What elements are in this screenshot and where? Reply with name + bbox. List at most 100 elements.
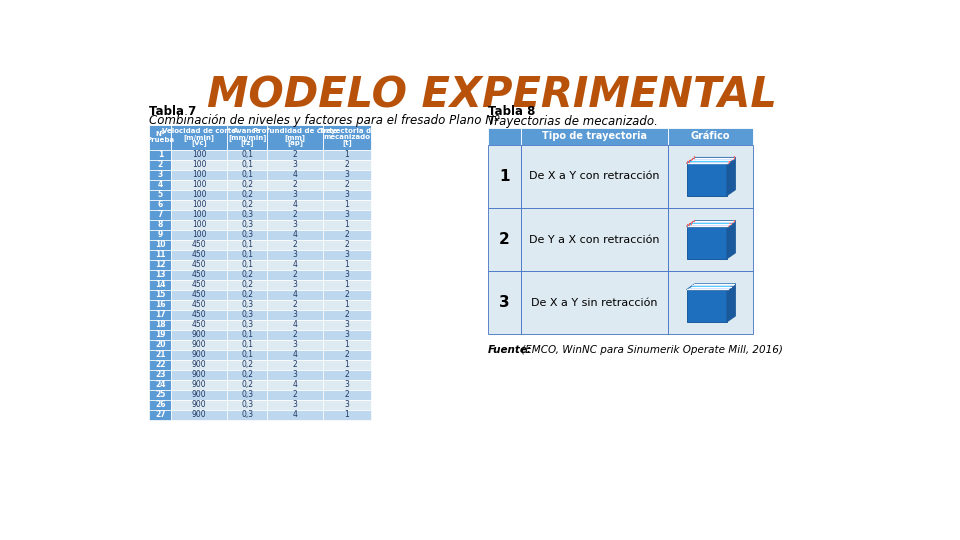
Polygon shape [727, 284, 735, 322]
Text: 900: 900 [192, 410, 206, 419]
Polygon shape [727, 220, 735, 259]
Bar [227, 380, 267, 390]
Bar [267, 200, 324, 210]
Bar [150, 330, 171, 340]
Bar [267, 190, 324, 200]
Text: 2: 2 [499, 232, 510, 247]
Bar [227, 240, 267, 249]
Bar [150, 309, 171, 320]
Bar [171, 159, 227, 170]
Text: 3: 3 [293, 160, 298, 169]
Text: mecanizado: mecanizado [324, 134, 371, 140]
Text: [m/min]: [m/min] [183, 134, 214, 140]
Text: 17: 17 [155, 310, 166, 319]
Bar [324, 360, 372, 370]
Bar [488, 128, 520, 145]
Text: 0,1: 0,1 [241, 150, 253, 159]
Bar [227, 249, 267, 260]
Text: 900: 900 [192, 340, 206, 349]
Bar [227, 330, 267, 340]
Text: 20: 20 [156, 340, 165, 349]
Text: 18: 18 [155, 320, 166, 329]
Bar [324, 400, 372, 410]
Text: 100: 100 [192, 210, 206, 219]
Text: De Y a X con retracción: De Y a X con retracción [529, 234, 660, 245]
Text: 0,1: 0,1 [241, 350, 253, 359]
Text: 100: 100 [192, 180, 206, 189]
Text: 0,2: 0,2 [241, 370, 253, 379]
Bar [227, 360, 267, 370]
Text: 3: 3 [345, 250, 349, 259]
Bar [520, 145, 668, 208]
Bar [227, 280, 267, 289]
Text: 27: 27 [155, 410, 166, 419]
Bar [227, 300, 267, 309]
Text: Gráfico: Gráfico [691, 131, 731, 141]
Text: 24: 24 [156, 380, 165, 389]
Bar [171, 289, 227, 300]
Bar [171, 340, 227, 350]
Text: Velocidad de corte: Velocidad de corte [162, 129, 236, 134]
Bar [267, 350, 324, 360]
Bar [267, 150, 324, 159]
Text: 21: 21 [156, 350, 165, 359]
Text: 0,2: 0,2 [241, 190, 253, 199]
Text: 8: 8 [157, 220, 163, 229]
Bar [171, 400, 227, 410]
Text: 900: 900 [192, 400, 206, 409]
Text: 3: 3 [345, 170, 349, 179]
Text: 100: 100 [192, 150, 206, 159]
Text: 7: 7 [157, 210, 163, 219]
Bar [171, 390, 227, 400]
Bar [324, 249, 372, 260]
Bar [267, 210, 324, 220]
Bar [227, 200, 267, 210]
Bar [520, 271, 668, 334]
Text: (EMCO, WinNC para Sinumerik Operate Mill, 2016): (EMCO, WinNC para Sinumerik Operate Mill… [517, 345, 782, 355]
Bar [488, 208, 520, 271]
Bar [227, 150, 267, 159]
Bar [171, 260, 227, 269]
Text: 2: 2 [345, 370, 349, 379]
Bar [171, 210, 227, 220]
Text: 2: 2 [345, 240, 349, 249]
Text: 2: 2 [293, 330, 298, 339]
Text: 3: 3 [293, 250, 298, 259]
Text: 3: 3 [293, 370, 298, 379]
Text: 2: 2 [345, 180, 349, 189]
Text: 0,3: 0,3 [241, 320, 253, 329]
Bar [324, 170, 372, 179]
Bar [227, 410, 267, 420]
Bar [267, 269, 324, 280]
Text: MODELO EXPERIMENTAL: MODELO EXPERIMENTAL [207, 74, 777, 116]
Text: [mm/min]: [mm/min] [228, 134, 266, 140]
Text: 10: 10 [156, 240, 165, 249]
Bar [227, 210, 267, 220]
Text: 3: 3 [293, 220, 298, 229]
Bar [171, 309, 227, 320]
Bar [267, 320, 324, 330]
Text: 1: 1 [345, 410, 349, 419]
Text: 450: 450 [192, 270, 206, 279]
Bar [324, 309, 372, 320]
Bar [150, 280, 171, 289]
Text: 100: 100 [192, 220, 206, 229]
Text: 0,3: 0,3 [241, 300, 253, 309]
Text: Trayectoria de: Trayectoria de [319, 129, 375, 134]
Text: 450: 450 [192, 240, 206, 249]
Bar [488, 145, 520, 208]
Text: 0,2: 0,2 [241, 180, 253, 189]
Text: 3: 3 [293, 340, 298, 349]
Bar [520, 128, 668, 145]
Bar [267, 240, 324, 249]
Text: De X a Y sin retracción: De X a Y sin retracción [531, 298, 658, 308]
Text: 0,2: 0,2 [241, 270, 253, 279]
Bar [324, 240, 372, 249]
Bar [150, 269, 171, 280]
Bar [267, 260, 324, 269]
Bar [227, 159, 267, 170]
Bar [171, 280, 227, 289]
Bar [324, 200, 372, 210]
Text: 3: 3 [157, 170, 163, 179]
Text: 450: 450 [192, 290, 206, 299]
